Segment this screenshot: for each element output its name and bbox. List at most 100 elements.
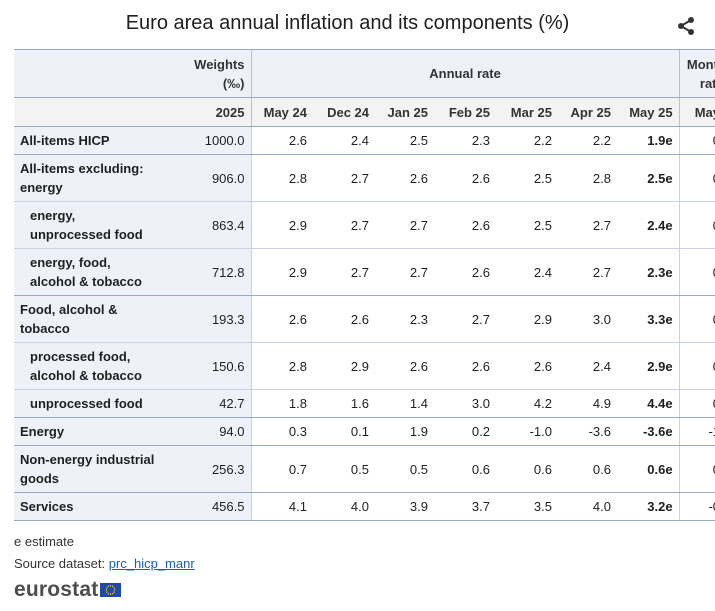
flag-star bbox=[106, 589, 108, 591]
annual-rate-cell: 2.3 bbox=[375, 295, 434, 343]
flag-star bbox=[106, 587, 109, 589]
monthly-rate-cell: 0.1e bbox=[678, 201, 715, 249]
annual-rate-cell: 3.9 bbox=[375, 492, 434, 521]
table-body: All-items HICP 1000.0 2.6 2.4 2.5 2.3 2.2 2.2 1.… bbox=[14, 126, 715, 521]
table-row: unprocessed food 42.7 1.8 1.6 1.4 3.0 4.2 4.9 4.… bbox=[14, 389, 715, 418]
table-header-row: Weights (‰) Annual rate Monthly rate bbox=[14, 49, 715, 98]
row-label: processed food, alcohol & tobacco bbox=[14, 342, 164, 390]
annual-rate-cell: 4.1 bbox=[250, 492, 313, 521]
table-row: energy, food, alcohol & tobacco 712.8 2.9 2… bbox=[14, 248, 715, 296]
annual-rate-cell: 2.6 bbox=[496, 342, 558, 390]
weight-cell: 863.4 bbox=[164, 201, 252, 249]
annual-rate-cell: 2.6 bbox=[434, 154, 496, 202]
weights-header: Weights (‰) bbox=[164, 49, 251, 98]
annual-rate-cell: 3.7 bbox=[434, 492, 496, 521]
row-label: Services bbox=[14, 492, 164, 521]
source-dataset-link[interactable]: prc_hicp_manr bbox=[108, 556, 195, 571]
annual-rate-cell: 3.5 bbox=[496, 492, 558, 521]
annual-rate-cell: 0.5 bbox=[375, 445, 434, 493]
row-label: All-items excluding: energy bbox=[14, 154, 164, 202]
annual-rate-cell: 1.6 bbox=[313, 389, 375, 418]
weight-cell: 906.0 bbox=[164, 154, 252, 202]
table-row: Food, alcohol & tobacco 193.3 2.6 2.6 2.3 2.7… bbox=[14, 295, 715, 343]
source-line: Source dataset: prc_hicp_manr bbox=[14, 556, 195, 571]
annual-rate-cell: 2.5 bbox=[496, 154, 558, 202]
share-icon[interactable] bbox=[676, 16, 696, 36]
annual-rate-cell: 2.6 bbox=[434, 248, 496, 296]
table-row: All-items HICP 1000.0 2.6 2.4 2.5 2.3 2.2 2.2 1.… bbox=[14, 126, 715, 155]
annual-rate-cell: 2.4 bbox=[558, 342, 617, 390]
annual-rate-cell: 2.6 bbox=[250, 126, 313, 155]
flag-star bbox=[114, 589, 116, 591]
flag-star bbox=[108, 592, 110, 595]
weight-cell: 42.7 bbox=[164, 389, 252, 418]
annual-rate-cell: 3.0 bbox=[434, 389, 496, 418]
annual-rate-cell: 4.4e bbox=[617, 389, 680, 418]
weights-header-line2: (‰) bbox=[222, 75, 245, 91]
period-header: Feb 25 bbox=[434, 97, 496, 127]
flag-star bbox=[113, 587, 116, 589]
flag-star bbox=[106, 591, 109, 593]
annual-rate-cell: 0.6 bbox=[558, 445, 617, 493]
annual-rate-cell: 2.6 bbox=[375, 342, 434, 390]
source-prefix: Source dataset: bbox=[14, 556, 106, 571]
annual-rate-cell: 2.4 bbox=[313, 126, 375, 155]
annual-rate-cell: 4.0 bbox=[558, 492, 617, 521]
row-label: unprocessed food bbox=[14, 389, 164, 418]
flag-star bbox=[110, 585, 112, 587]
monthly-header-line1: Monthly bbox=[686, 56, 715, 72]
annual-rate-cell: 3.0 bbox=[558, 295, 617, 343]
weight-cell: 1000.0 bbox=[164, 126, 252, 155]
inflation-table: Weights (‰) Annual rate Monthly rate 202… bbox=[14, 49, 715, 521]
annual-rate-cell: -3.6e bbox=[617, 417, 680, 446]
annual-rate-cell: 4.9 bbox=[558, 389, 617, 418]
annual-rate-cell: 2.4 bbox=[496, 248, 558, 296]
annual-rate-cell: 2.9e bbox=[617, 342, 680, 390]
annual-rate-cell: 0.6 bbox=[434, 445, 496, 493]
header-blank bbox=[14, 49, 164, 98]
annual-rate-cell: 2.7 bbox=[558, 201, 617, 249]
monthly-rate-cell: 0.1e bbox=[678, 389, 715, 418]
annual-rate-cell: 2.6 bbox=[250, 295, 313, 343]
row-label: energy, food, alcohol & tobacco bbox=[14, 248, 164, 296]
annual-rate-cell: 0.5 bbox=[313, 445, 375, 493]
table-row: Non-energy industrial goods 256.3 0.7 0.5 0.… bbox=[14, 445, 715, 493]
row-label: Energy bbox=[14, 417, 164, 446]
table-row: processed food, alcohol & tobacco 150.6 2.… bbox=[14, 342, 715, 390]
monthly-rate-cell: 0.5e bbox=[678, 295, 715, 343]
row-label: Non-energy industrial goods bbox=[14, 445, 164, 493]
monthly-rate-header: Monthly rate bbox=[678, 49, 715, 98]
flag-star bbox=[112, 592, 114, 595]
flag-star bbox=[113, 591, 116, 593]
annual-rate-cell: 2.6 bbox=[434, 342, 496, 390]
monthly-rate-cell: 0.6e bbox=[678, 342, 715, 390]
annual-rate-cell: 2.9 bbox=[250, 248, 313, 296]
eurostat-logo: eurostat bbox=[14, 578, 122, 602]
period-header: May 25 bbox=[617, 97, 680, 127]
weight-cell: 150.6 bbox=[164, 342, 252, 390]
annual-rate-cell: 2.2 bbox=[558, 126, 617, 155]
annual-rate-cell: 2.6 bbox=[434, 201, 496, 249]
annual-rate-cell: 2.9 bbox=[496, 295, 558, 343]
weight-cell: 456.5 bbox=[164, 492, 252, 521]
weight-cell: 256.3 bbox=[164, 445, 252, 493]
annual-rate-cell: 1.8 bbox=[250, 389, 313, 418]
annual-rate-cell: 2.3 bbox=[434, 126, 496, 155]
annual-rate-cell: 0.3 bbox=[250, 417, 313, 446]
annual-rate-cell: 2.4e bbox=[617, 201, 680, 249]
header-blank-2 bbox=[14, 97, 164, 127]
period-header: Mar 25 bbox=[496, 97, 558, 127]
annual-rate-cell: 2.9 bbox=[250, 201, 313, 249]
monthly-rate-cell: 0.0e bbox=[678, 126, 715, 155]
annual-rate-cell: 0.6e bbox=[617, 445, 680, 493]
annual-rate-cell: 2.5e bbox=[617, 154, 680, 202]
annual-rate-cell: 4.2 bbox=[496, 389, 558, 418]
annual-rate-cell: 2.8 bbox=[558, 154, 617, 202]
period-header: May 24 bbox=[250, 97, 313, 127]
annual-rate-cell: -1.0 bbox=[496, 417, 558, 446]
annual-rate-cell: 1.4 bbox=[375, 389, 434, 418]
annual-rate-cell: 3.2e bbox=[617, 492, 680, 521]
flag-star bbox=[108, 585, 110, 588]
